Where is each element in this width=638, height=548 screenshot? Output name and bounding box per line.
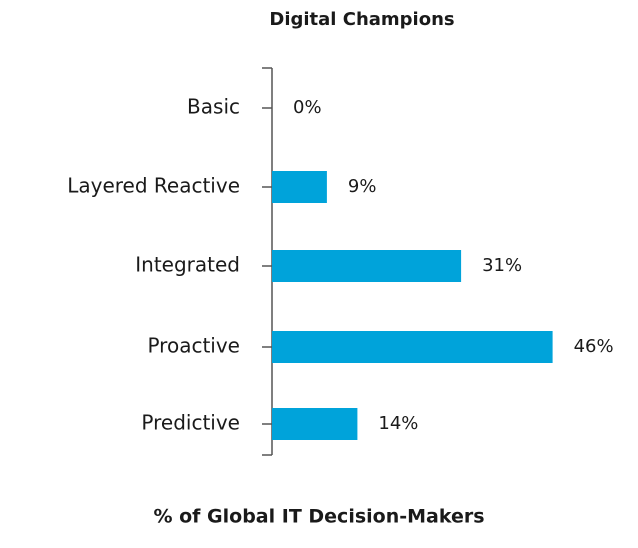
axis-title: % of Global IT Decision-Makers [153,506,484,528]
category-label: Basic [187,95,240,119]
bar [272,408,358,440]
value-label: 46% [574,336,614,357]
bar [272,171,327,203]
chart-title: Digital Champions [269,9,454,30]
category-label: Proactive [147,334,240,358]
category-label: Layered Reactive [67,174,240,198]
category-label: Predictive [141,411,240,435]
bar [272,331,553,363]
value-label: 0% [293,97,322,118]
category-label: Integrated [135,253,240,277]
value-label: 9% [348,176,377,197]
value-label: 14% [378,413,418,434]
bar [272,250,462,282]
value-label: 31% [482,255,522,276]
